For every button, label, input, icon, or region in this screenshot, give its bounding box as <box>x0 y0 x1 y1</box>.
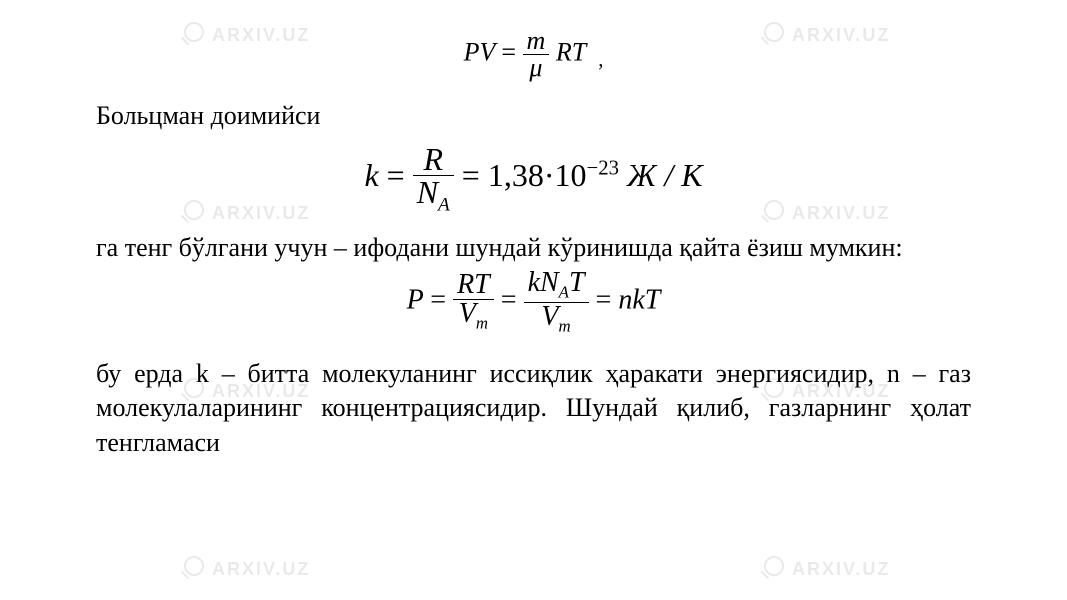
eq3-Vm1: V <box>459 298 476 329</box>
watermark-text: ARXIV.UZ <box>792 559 890 580</box>
eq3-Vm2: V <box>541 301 558 332</box>
eq3-Asub: A <box>559 283 569 302</box>
equation-2: k = R NA = 1,38·10−23 Ж / K <box>96 143 971 215</box>
text-line-3: бу ерда k – битта молекуланинг иссиқлик … <box>96 357 971 460</box>
watermark: ARXIV.UZ <box>180 556 310 582</box>
watermark-text: ARXIV.UZ <box>212 559 310 580</box>
page-content: PV = m μ RT , Больцман доимийси k = R NA… <box>0 0 1067 460</box>
eq1-den: μ <box>523 54 550 81</box>
eq2-unit: Ж / K <box>627 157 703 193</box>
eq3-P: P <box>407 285 424 316</box>
eq1-tail: RT <box>556 37 586 66</box>
eq1-lhs: PV <box>464 37 495 66</box>
eq2-N: N <box>417 174 438 210</box>
equation-3: P = RT Vm = kNAT Vm = nkT <box>96 269 971 335</box>
text-line-1: Больцман доимийси <box>96 99 971 133</box>
eq2-k: k <box>364 157 378 193</box>
eq1-comma: , <box>598 48 603 71</box>
text-line-2: га тенг бўлгани учун – ифодани шундай кў… <box>96 231 971 265</box>
eq2-exp: −23 <box>586 157 619 180</box>
eq3-RT: RT <box>453 271 494 299</box>
eq2-Asub: A <box>438 195 450 216</box>
eq3-T: T <box>569 267 585 298</box>
search-icon <box>180 556 206 582</box>
eq3-nkT: nkT <box>618 285 660 316</box>
equation-1: PV = m μ RT , <box>96 28 971 81</box>
watermark: ARXIV.UZ <box>760 556 890 582</box>
eq1-num: m <box>523 28 550 54</box>
eq3-msub2: m <box>559 316 571 335</box>
eq2-R: R <box>413 143 454 175</box>
eq3-msub1: m <box>476 314 488 333</box>
eq3-kN: kN <box>528 267 559 298</box>
eq2-val: 1,38·10 <box>488 157 587 193</box>
search-icon <box>760 556 786 582</box>
